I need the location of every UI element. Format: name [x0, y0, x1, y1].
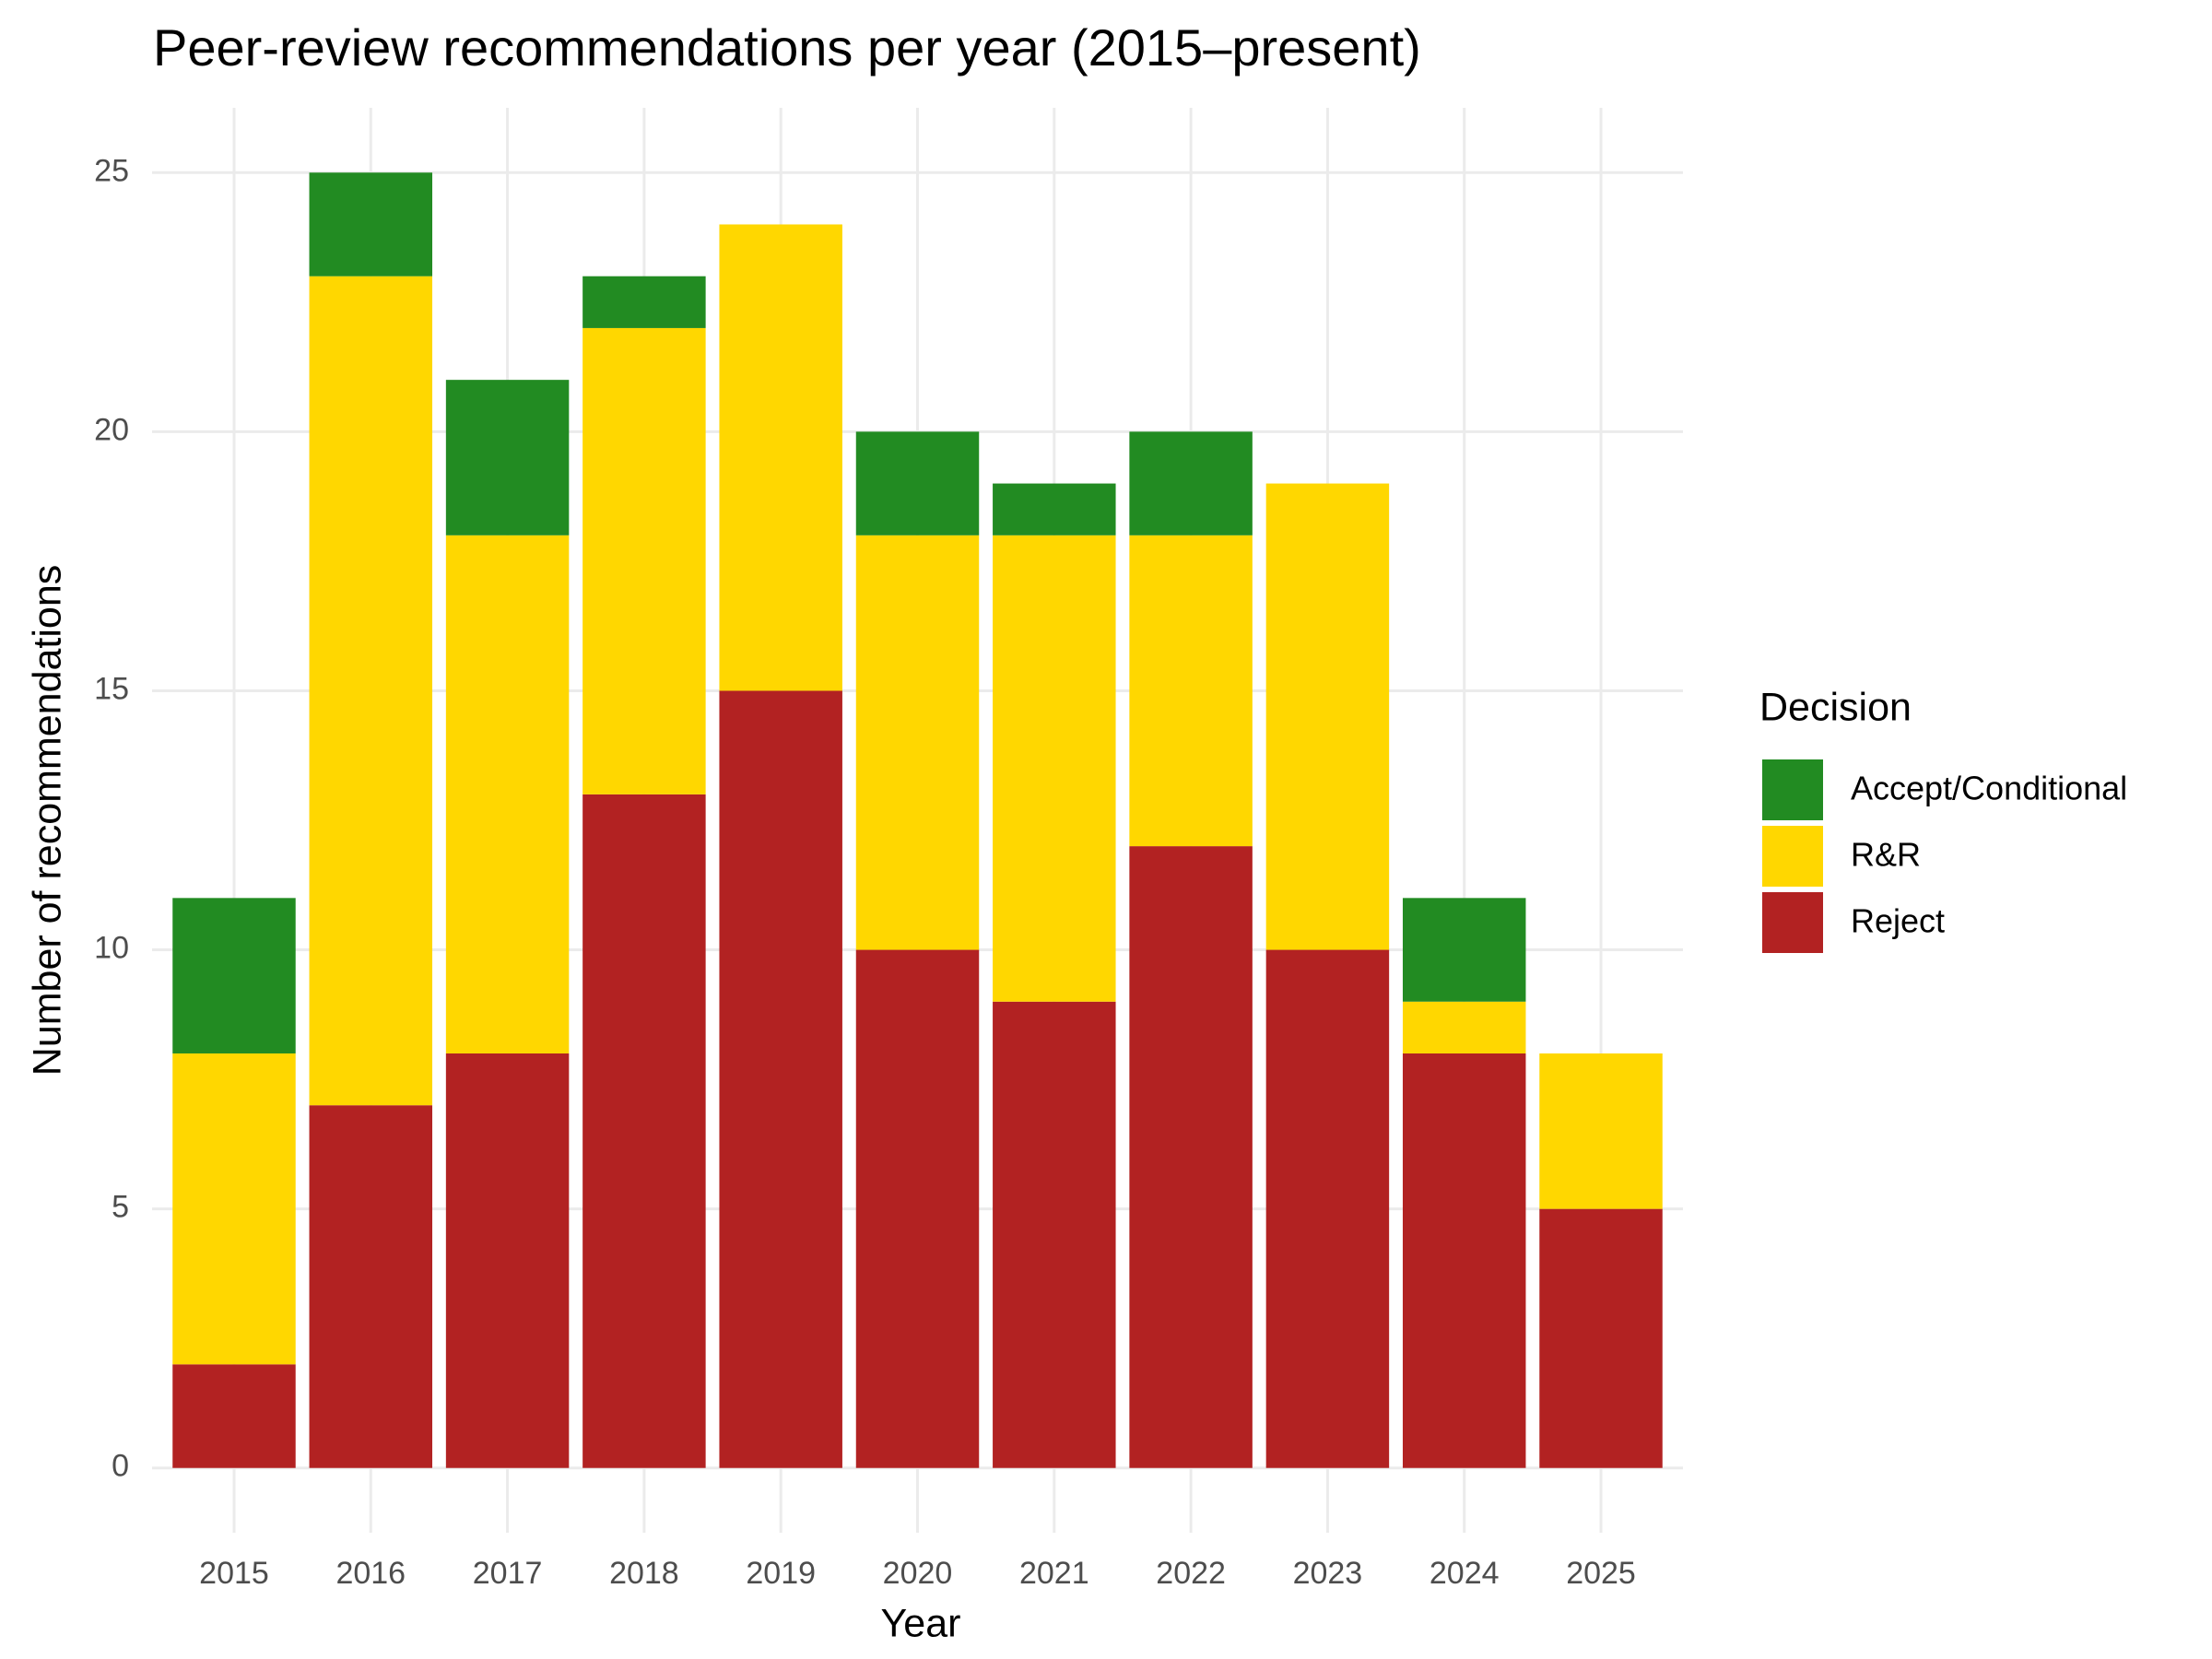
x-tick-label: 2021 — [1019, 1556, 1089, 1591]
bar-segment — [855, 949, 980, 1468]
x-tick-label: 2015 — [199, 1556, 269, 1591]
chart-title: Peer-review recommendations per year (20… — [153, 18, 1421, 76]
x-tick-label: 2025 — [1566, 1556, 1636, 1591]
bar-segment — [445, 1053, 570, 1468]
y-tick-label: 0 — [112, 1449, 129, 1484]
bar-segment — [309, 276, 433, 1106]
x-tick-label: 2023 — [1293, 1556, 1363, 1591]
bar-segment — [1402, 898, 1526, 1002]
legend-label: Reject — [1851, 902, 1945, 940]
x-tick-label: 2017 — [473, 1556, 543, 1591]
y-tick-label: 25 — [94, 153, 129, 188]
y-tick-label: 20 — [94, 412, 129, 447]
x-tick-label: 2018 — [609, 1556, 679, 1591]
bar-segment — [1265, 949, 1390, 1468]
bar-segment — [582, 327, 706, 794]
legend-key — [1762, 826, 1823, 887]
x-tick-label: 2019 — [746, 1556, 816, 1591]
x-tick-label: 2016 — [335, 1556, 406, 1591]
bar-segment — [172, 898, 296, 1053]
y-tick-label: 10 — [94, 931, 129, 966]
bar-segment — [993, 1001, 1116, 1468]
x-tick-label: 2022 — [1156, 1556, 1226, 1591]
y-tick-label: 5 — [112, 1190, 129, 1225]
x-axis-title: Year — [881, 1601, 961, 1645]
bar-segment — [582, 276, 706, 328]
y-tick-label: 15 — [94, 671, 129, 706]
bar-segment — [719, 224, 842, 691]
legend-key — [1762, 892, 1823, 953]
x-tick-label: 2020 — [883, 1556, 953, 1591]
bar-segment — [172, 1364, 296, 1468]
bar-segment — [719, 690, 842, 1468]
bar-segment — [993, 535, 1116, 1002]
bar-segment — [582, 794, 706, 1468]
legend-key — [1762, 759, 1823, 820]
legend-label: Accept/Conditional — [1851, 770, 2127, 807]
bar-segment — [855, 431, 980, 535]
legend-label: R&R — [1851, 836, 1921, 874]
bar-segment — [1539, 1208, 1663, 1468]
bar-segment — [445, 535, 570, 1053]
bar-segment — [1129, 535, 1253, 847]
legend-title: Decision — [1759, 685, 1912, 729]
bar-segment — [309, 172, 433, 276]
bar-segment — [1402, 1001, 1526, 1053]
bar-segment — [1402, 1053, 1526, 1468]
bar-segment — [1129, 431, 1253, 535]
bar-segment — [309, 1105, 433, 1468]
bar-segment — [855, 535, 980, 950]
bar-segment — [993, 483, 1116, 535]
bar-segment — [1539, 1053, 1663, 1209]
bar-segment — [445, 380, 570, 535]
bar-segment — [1129, 846, 1253, 1468]
bar-segment — [1265, 483, 1390, 950]
y-axis-title: Number of recommendations — [25, 565, 69, 1076]
bar-segment — [172, 1053, 296, 1365]
x-tick-label: 2024 — [1430, 1556, 1500, 1591]
